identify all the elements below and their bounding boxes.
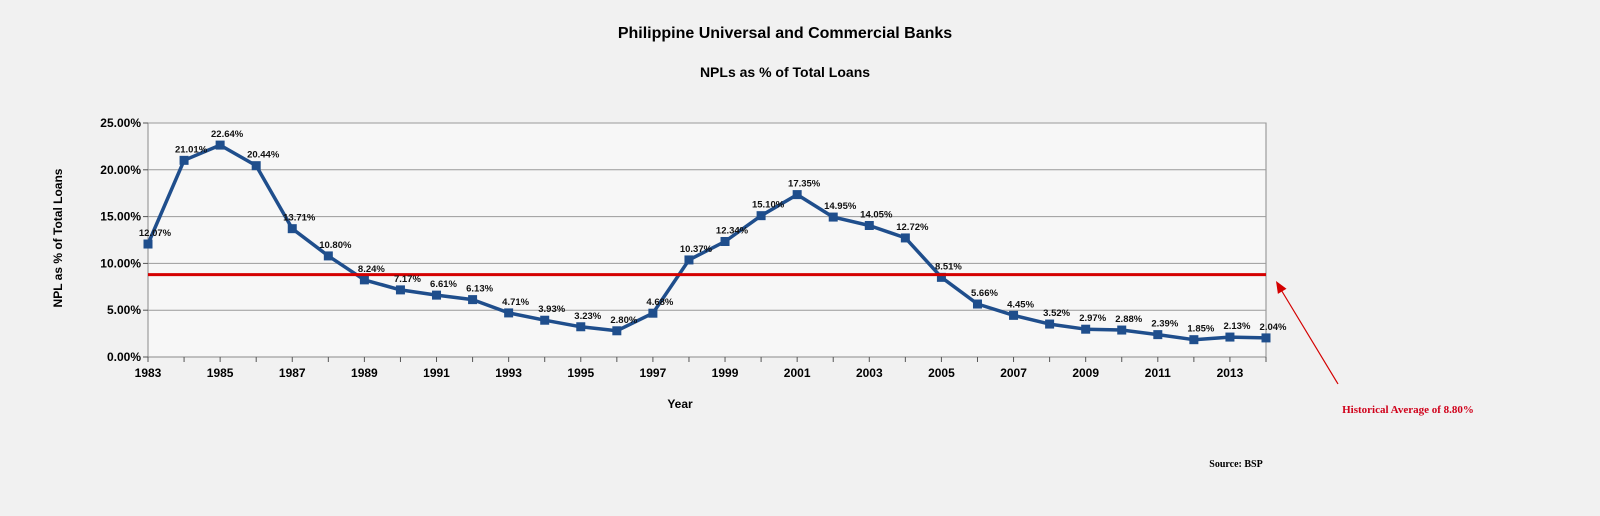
data-point [1225,332,1235,342]
annotation-arrowhead [1276,281,1287,294]
x-tick-label: 1987 [279,366,306,380]
data-point [612,326,622,336]
data-point [648,308,658,318]
x-tick-label: 2001 [784,366,811,380]
data-label: 3.52% [1043,308,1070,319]
data-point [432,290,442,300]
data-label: 12.72% [896,222,929,233]
data-point [576,322,586,332]
data-label: 12.34% [716,225,749,236]
data-point [828,212,838,222]
data-label: 3.23% [574,311,601,322]
source-note: Source: BSP [1209,459,1262,470]
data-point [395,285,405,295]
y-tick-label: 15.00% [100,210,141,224]
y-tick-label: 10.00% [100,256,141,270]
x-tick-label: 2011 [1145,366,1171,380]
data-label: 2.13% [1223,321,1250,332]
data-point [972,299,982,309]
data-point [1045,319,1055,329]
data-label: 6.61% [430,279,457,290]
data-point [287,224,297,234]
data-point [1009,310,1019,320]
data-label: 14.95% [824,201,857,212]
x-tick-label: 1997 [640,366,667,380]
x-tick-label: 2005 [928,366,955,380]
y-tick-label: 20.00% [100,163,141,177]
x-tick-label: 2009 [1072,366,1099,380]
data-point [756,211,766,221]
y-axis-label: NPL as % of Total Loans [51,168,65,307]
data-point [468,295,478,305]
data-point [1117,325,1127,335]
data-point [143,239,153,249]
chart-title: Philippine Universal and Commercial Bank… [618,25,952,42]
data-label: 17.35% [788,179,821,190]
data-point [179,155,189,165]
x-tick-label: 1993 [495,366,522,380]
y-tick-label: 5.00% [107,303,141,317]
data-label: 10.80% [319,240,352,251]
x-tick-label: 1995 [567,366,594,380]
x-tick-label: 1985 [207,366,234,380]
data-label: 10.37% [680,244,713,255]
data-label: 2.04% [1260,322,1287,333]
data-label: 4.68% [646,297,673,308]
data-label: 3.93% [538,304,565,315]
data-point [900,233,910,243]
data-point [1081,324,1091,334]
data-label: 2.88% [1115,314,1142,325]
data-point [720,236,730,246]
data-point [936,272,946,282]
data-label: 13.71% [283,213,316,224]
data-label: 21.01% [175,144,208,155]
x-tick-label: 1989 [351,366,378,380]
data-point [1153,330,1163,340]
data-label: 2.39% [1151,319,1178,330]
data-point [323,251,333,261]
data-label: 2.97% [1079,313,1106,324]
data-label: 6.13% [466,284,493,295]
series-line [146,143,1267,342]
data-label: 8.51% [935,261,962,272]
data-label: 22.64% [211,129,244,140]
data-label: 4.45% [1007,299,1034,310]
y-tick-label: 25.00% [100,116,141,130]
x-tick-label: 2003 [856,366,883,380]
plot-area [147,122,1267,358]
historical-average-annotation: Historical Average of 8.80% [1342,404,1474,416]
data-label: 14.05% [860,209,893,220]
x-tick-label: 1991 [423,366,450,380]
data-label: 2.80% [610,315,637,326]
data-point [684,255,694,265]
x-tick-label: 2013 [1217,366,1244,380]
x-tick-label: 1983 [135,366,162,380]
data-point [359,275,369,285]
data-point [251,161,261,171]
data-point [504,308,514,318]
data-label: 7.17% [394,274,421,285]
data-point [215,140,225,150]
data-label: 1.85% [1187,324,1214,335]
x-tick-label: 2007 [1000,366,1027,380]
y-tick-label: 0.00% [107,350,141,364]
data-label: 5.66% [971,288,998,299]
x-axis-label: Year [667,397,693,411]
data-label: 12.07% [139,228,172,239]
data-label: 4.71% [502,297,529,308]
data-point [1189,335,1199,345]
data-point [792,190,802,200]
data-label: 8.24% [358,264,385,275]
x-tick-label: 1999 [712,366,739,380]
data-label: 20.44% [247,150,280,161]
data-point [540,315,550,325]
data-label: 15.10% [752,200,785,211]
annotation-arrow [1279,287,1339,385]
data-point [1261,333,1271,343]
data-point [864,220,874,230]
chart-subtitle: NPLs as % of Total Loans [700,64,870,80]
